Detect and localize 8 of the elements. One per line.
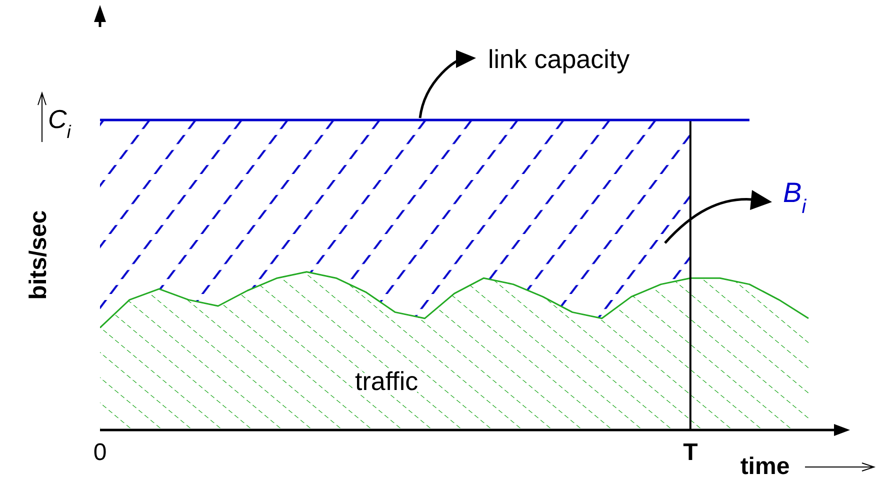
x-tick-label: T	[683, 439, 698, 466]
x-tick-label: 0	[93, 439, 107, 466]
x-axis-title: time	[740, 453, 790, 480]
y-axis-title: bits/sec	[25, 210, 52, 300]
series-label: link capacity	[488, 44, 630, 74]
series-label: traffic	[355, 366, 418, 396]
annotation: C$_{i}$	[48, 104, 72, 142]
band-label: B$_{i}$	[783, 177, 807, 218]
